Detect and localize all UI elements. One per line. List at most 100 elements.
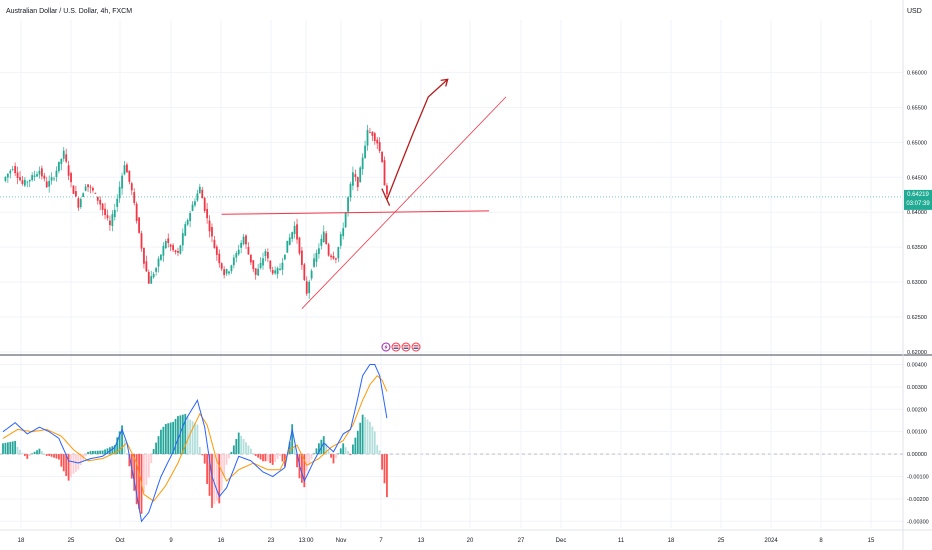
candle-body <box>352 172 354 186</box>
histogram-bar <box>325 443 328 455</box>
candle-body <box>31 175 34 181</box>
histogram-bar <box>126 454 128 455</box>
histogram-bar <box>344 447 347 455</box>
macd-axis[interactable]: 0.00400 0.00300 0.00200 0.00100 0.00000 -0.00… <box>907 362 929 525</box>
candle-body <box>225 269 228 274</box>
candle-body <box>169 244 172 247</box>
candle-body <box>181 233 184 246</box>
candle-body <box>186 220 189 225</box>
candle-body <box>4 176 7 181</box>
flag-icon[interactable] <box>401 342 411 352</box>
macd-tick-label: 0.00200 <box>907 407 927 413</box>
lightning-icon[interactable] <box>381 342 391 352</box>
flag-icon[interactable] <box>391 342 401 352</box>
price-tick-label: 0.65000 <box>907 140 927 146</box>
candle-body <box>223 269 226 276</box>
price-tick-label: 0.62500 <box>907 315 927 321</box>
histogram-bar <box>254 454 257 456</box>
histogram-bar <box>155 442 157 455</box>
histogram-bar <box>14 440 17 455</box>
candle-body <box>104 208 106 216</box>
histogram-bar <box>16 446 19 455</box>
time-tick-label: 16 <box>218 538 225 544</box>
candle-body <box>259 262 262 268</box>
countdown-value: 03:07:39 <box>906 201 930 207</box>
macd-tick-label: -0.00300 <box>907 519 929 525</box>
candle-body <box>247 247 250 255</box>
drawings[interactable] <box>221 78 507 309</box>
histogram-bar <box>45 454 48 456</box>
price-tick-label: 0.63500 <box>907 245 927 251</box>
histogram-bar <box>303 454 306 488</box>
histogram-bar <box>169 422 172 455</box>
histogram-bar <box>191 421 194 455</box>
candle-body <box>298 237 301 254</box>
histogram-bar <box>259 454 262 460</box>
candle-body <box>133 192 136 203</box>
candle-body <box>70 173 72 183</box>
time-tick-label: 15 <box>868 538 875 544</box>
candle-body <box>383 160 386 186</box>
candle-body <box>354 174 357 177</box>
histogram-bar <box>208 454 211 496</box>
candle-body <box>138 217 140 233</box>
candle-body <box>77 198 80 208</box>
histogram-bar <box>198 446 201 455</box>
candle-body <box>356 177 359 188</box>
price-pane[interactable] <box>4 78 507 309</box>
histogram-bar <box>347 451 349 455</box>
histogram-bar <box>135 454 138 505</box>
time-tick-label: 18 <box>668 538 675 544</box>
histogram-bar <box>310 454 313 460</box>
candle-body <box>157 258 160 267</box>
histogram-bar <box>160 429 162 455</box>
candle-body <box>218 253 221 264</box>
histogram-bar <box>276 454 279 460</box>
candle-body <box>249 254 252 263</box>
histogram-bar <box>84 454 87 457</box>
rising-trendline <box>301 96 507 309</box>
candle-body <box>50 177 53 181</box>
time-tick-label: Nov <box>336 538 347 544</box>
histogram-bar <box>40 451 43 455</box>
time-tick-label: 13:00 <box>298 538 314 544</box>
candle-body <box>121 175 123 189</box>
histogram-bar <box>70 454 72 478</box>
histogram-bar <box>381 454 383 470</box>
time-tick-label: 23 <box>268 538 275 544</box>
macd-histogram <box>2 413 388 514</box>
candle-body <box>320 238 323 246</box>
histogram-bar <box>230 451 233 455</box>
candle-body <box>369 131 371 133</box>
histogram-bar <box>203 454 206 464</box>
histogram-bar <box>330 454 332 458</box>
candle-body <box>206 208 209 219</box>
price-axis[interactable]: 0.66000 0.65500 0.65000 0.64500 0.64000 0.635… <box>907 70 927 356</box>
flag-icon[interactable] <box>411 342 421 352</box>
histogram-bar <box>262 454 264 462</box>
candle-body <box>313 258 315 267</box>
candle-body <box>274 270 277 274</box>
candle-body <box>6 173 9 178</box>
histogram-bar <box>352 444 354 455</box>
candle-body <box>269 260 272 269</box>
candle-body <box>140 233 143 249</box>
histogram-bar <box>378 450 381 455</box>
candle-body <box>305 281 308 294</box>
histogram-bar <box>38 448 41 455</box>
candle-body <box>264 251 267 257</box>
candle-body <box>126 164 128 173</box>
macd-pane[interactable] <box>2 364 388 523</box>
candle-body <box>89 186 92 188</box>
histogram-bar <box>164 423 167 455</box>
histogram-bar <box>194 422 196 455</box>
candle-body <box>152 274 155 278</box>
candle-body <box>130 183 133 191</box>
event-markers[interactable] <box>381 342 421 352</box>
histogram-bar <box>33 451 36 455</box>
time-axis[interactable]: 18 25 Oct 9 16 23 13:00 Nov 7 13 20 27 Dec 11 18 25 2024… <box>18 538 875 544</box>
candle-body <box>322 231 325 243</box>
histogram-bar <box>383 454 386 484</box>
time-tick-label: 20 <box>467 538 474 544</box>
